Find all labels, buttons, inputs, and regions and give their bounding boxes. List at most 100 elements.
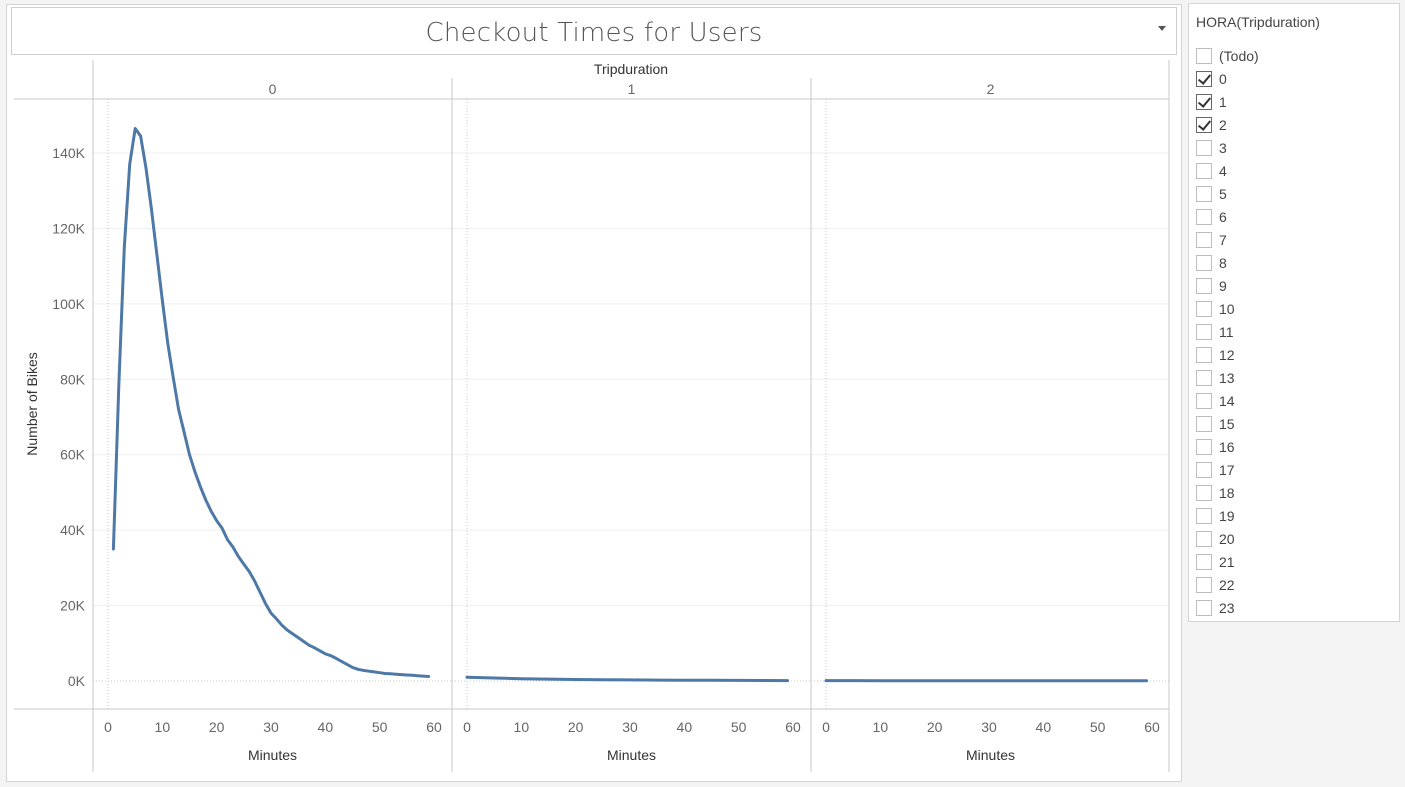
filter-checkbox[interactable] (1196, 254, 1212, 271)
filter-checkbox[interactable] (1196, 323, 1212, 340)
filter-item[interactable]: 3 (1196, 136, 1259, 159)
filter-item[interactable]: 4 (1196, 159, 1259, 182)
y-tick-label: 0K (68, 673, 86, 689)
filter-item[interactable]: 2 (1196, 113, 1259, 136)
panel-label: 0 (269, 81, 277, 97)
y-tick-label: 80K (60, 371, 86, 387)
filter-checkbox[interactable] (1196, 300, 1212, 317)
filter-checkbox[interactable] (1196, 553, 1212, 570)
filter-checkbox[interactable] (1196, 47, 1212, 64)
filter-checkbox[interactable] (1196, 599, 1212, 616)
filter-item[interactable]: 22 (1196, 573, 1259, 596)
filter-checkbox[interactable] (1196, 530, 1212, 547)
filter-checkbox[interactable] (1196, 162, 1212, 179)
filter-item-label: 17 (1219, 461, 1235, 478)
x-tick-label: 60 (1144, 719, 1160, 735)
filter-item[interactable]: 12 (1196, 343, 1259, 366)
filter-checkbox[interactable] (1196, 507, 1212, 524)
filter-item[interactable]: 13 (1196, 366, 1259, 389)
chevron-down-icon[interactable] (1158, 26, 1166, 31)
x-tick-label: 10 (873, 719, 889, 735)
x-axis-label: Minutes (607, 747, 656, 763)
filter-item-label: 19 (1219, 507, 1235, 524)
y-tick-label: 60K (60, 447, 86, 463)
filter-item[interactable]: 8 (1196, 251, 1259, 274)
filter-item[interactable]: 15 (1196, 412, 1259, 435)
filter-item-label: 10 (1219, 300, 1235, 317)
filter-item[interactable]: 10 (1196, 297, 1259, 320)
filter-checkbox[interactable] (1196, 139, 1212, 156)
filter-item-label: 15 (1219, 415, 1235, 432)
x-tick-label: 0 (822, 719, 830, 735)
filter-item-label: 3 (1219, 139, 1227, 156)
x-tick-label: 10 (155, 719, 171, 735)
filter-item[interactable]: 6 (1196, 205, 1259, 228)
filter-checkbox[interactable] (1196, 438, 1212, 455)
filter-item[interactable]: 9 (1196, 274, 1259, 297)
facet-title: Tripduration (594, 61, 668, 77)
filter-item-label: 2 (1219, 116, 1227, 133)
filter-item-label: 12 (1219, 346, 1235, 363)
y-tick-label: 140K (52, 145, 85, 161)
filter-item[interactable]: 16 (1196, 435, 1259, 458)
filter-item-label: 5 (1219, 185, 1227, 202)
x-axis-label: Minutes (966, 747, 1015, 763)
filter-checkbox[interactable] (1196, 231, 1212, 248)
chart-title: Checkout Times for Users (425, 18, 763, 48)
filter-checkbox[interactable] (1196, 93, 1212, 110)
filter-checkbox[interactable] (1196, 346, 1212, 363)
x-tick-label: 30 (622, 719, 638, 735)
filter-title: HORA(Tripduration) (1196, 14, 1320, 30)
filter-checkbox[interactable] (1196, 576, 1212, 593)
x-tick-label: 40 (1036, 719, 1052, 735)
filter-item[interactable]: 19 (1196, 504, 1259, 527)
x-tick-label: 0 (463, 719, 471, 735)
x-tick-label: 50 (372, 719, 388, 735)
filter-item-label: 21 (1219, 553, 1235, 570)
filter-checkbox[interactable] (1196, 461, 1212, 478)
filter-item[interactable]: 14 (1196, 389, 1259, 412)
x-tick-label: 20 (927, 719, 943, 735)
filter-checkbox[interactable] (1196, 415, 1212, 432)
filter-item[interactable]: 20 (1196, 527, 1259, 550)
filter-panel: HORA(Tripduration) (Todo) 0 1 2 3 4 5 6 7 8 9 10 11 1… (1188, 3, 1400, 622)
x-tick-label: 60 (785, 719, 801, 735)
filter-item[interactable]: 17 (1196, 458, 1259, 481)
filter-item-label: 22 (1219, 576, 1235, 593)
filter-item[interactable]: 18 (1196, 481, 1259, 504)
filter-checkbox[interactable] (1196, 484, 1212, 501)
filter-item-label: (Todo) (1219, 47, 1259, 64)
filter-item-label: 14 (1219, 392, 1235, 409)
x-tick-label: 60 (426, 719, 442, 735)
filter-checkbox[interactable] (1196, 208, 1212, 225)
filter-item-label: 9 (1219, 277, 1227, 294)
filter-item[interactable]: 5 (1196, 182, 1259, 205)
panel-label: 1 (628, 81, 636, 97)
filter-checkbox[interactable] (1196, 116, 1212, 133)
filter-item[interactable]: 21 (1196, 550, 1259, 573)
series-line (465, 675, 790, 683)
filter-checkbox[interactable] (1196, 277, 1212, 294)
filter-checkbox[interactable] (1196, 392, 1212, 409)
y-tick-label: 100K (52, 296, 85, 312)
filter-item-label: 6 (1219, 208, 1227, 225)
y-tick-label: 40K (60, 522, 86, 538)
filter-item-label: 1 (1219, 93, 1227, 110)
filter-item[interactable]: 11 (1196, 320, 1259, 343)
filter-checkbox[interactable] (1196, 70, 1212, 87)
filter-item[interactable]: 1 (1196, 90, 1259, 113)
filter-item[interactable]: (Todo) (1196, 44, 1259, 67)
filter-item-label: 4 (1219, 162, 1227, 179)
dashboard: Checkout Times for Users (6, 4, 1182, 782)
filter-item[interactable]: 0 (1196, 67, 1259, 90)
filter-checkbox[interactable] (1196, 369, 1212, 386)
filter-item-label: 7 (1219, 231, 1227, 248)
filter-item-label: 11 (1219, 323, 1234, 340)
filter-item[interactable]: 23 (1196, 596, 1259, 619)
filter-checkbox[interactable] (1196, 185, 1212, 202)
filter-item-label: 0 (1219, 70, 1227, 87)
filter-item-label: 20 (1219, 530, 1235, 547)
x-tick-label: 40 (677, 719, 693, 735)
filter-item[interactable]: 7 (1196, 228, 1259, 251)
filter-item-label: 23 (1219, 599, 1235, 616)
